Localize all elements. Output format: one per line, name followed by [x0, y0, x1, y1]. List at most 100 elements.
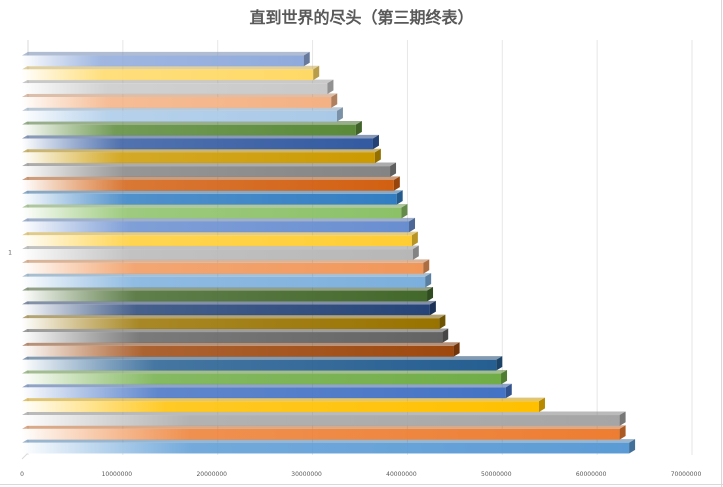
bar-top-face: [22, 300, 436, 305]
bar-top-face: [22, 79, 334, 84]
bar-side-face: [423, 259, 430, 274]
bar-side-face: [442, 328, 449, 343]
bar-top-face: [22, 314, 446, 319]
bar: [22, 235, 412, 247]
bar: [22, 290, 428, 302]
bar-side-face: [453, 342, 460, 357]
bar-side-face: [401, 204, 408, 219]
bar: [22, 179, 394, 191]
bar-top-face: [22, 134, 379, 139]
bar-side-face: [439, 314, 446, 330]
bar-side-face: [538, 397, 545, 412]
bar-top-face: [22, 65, 320, 70]
bar-side-face: [629, 439, 636, 454]
axis-labels: 0 10000000 20000000 30000000 40000000 5000000…: [8, 250, 701, 479]
bar: [22, 166, 391, 177]
bar-top-face: [22, 148, 381, 153]
bar-side-face: [331, 93, 338, 108]
bar-top-face: [22, 369, 508, 374]
sheet-border-right: [721, 0, 722, 487]
bar-top-face: [22, 121, 362, 125]
bar-side-face: [412, 245, 419, 260]
bar-top-face: [22, 439, 636, 443]
bar-top-face: [22, 397, 545, 402]
bar-top-face: [22, 245, 419, 250]
bar-side-face: [355, 121, 362, 136]
bar-top-face: [22, 342, 460, 346]
bar-side-face: [619, 425, 626, 440]
bar-side-face: [429, 300, 436, 316]
bar-side-face: [496, 356, 503, 371]
x-tick-label: 60000000: [576, 471, 607, 478]
bar-top-face: [22, 204, 408, 208]
bar-side-face: [327, 79, 334, 94]
bar-top-face: [22, 217, 416, 222]
bar-top-face: [22, 93, 338, 98]
bar: [22, 97, 332, 108]
x-tick-label: 20000000: [196, 471, 227, 478]
bar: [22, 110, 337, 122]
bar-top-face: [22, 383, 512, 388]
bar: [22, 304, 430, 316]
bar-side-face: [396, 190, 403, 205]
bar: [22, 262, 424, 274]
x-tick-label: 10000000: [102, 471, 133, 478]
bar: [22, 318, 440, 330]
bar: [22, 415, 620, 426]
bar-side-face: [505, 383, 512, 399]
bar: [22, 345, 454, 357]
bar-top-face: [22, 176, 400, 180]
bar-side-face: [619, 411, 626, 426]
bar-top-face: [22, 259, 430, 263]
bar-side-face: [393, 176, 400, 191]
bar-top-face: [22, 356, 503, 360]
bar-top-face: [22, 190, 403, 194]
bar-side-face: [390, 162, 397, 177]
bar-side-face: [501, 369, 508, 385]
bar: [22, 138, 373, 150]
axis-floor: [21, 452, 29, 460]
bar: [22, 69, 314, 81]
bar-top-face: [22, 411, 626, 416]
bar-group: [22, 51, 636, 454]
bar-side-face: [409, 217, 416, 233]
chart-title: 直到世界的尽头（第三期终表）: [249, 8, 474, 27]
x-tick-label: 50000000: [481, 471, 512, 478]
bar-side-face: [425, 273, 432, 288]
bar-top-face: [22, 162, 397, 167]
bar-top-face: [22, 107, 343, 111]
bar-side-face: [336, 107, 343, 122]
x-tick-label: 0: [20, 471, 24, 478]
bar: [22, 359, 497, 371]
bar-side-face: [372, 134, 379, 150]
bar-top-face: [22, 425, 626, 429]
bar-side-face: [303, 51, 310, 67]
bar: [22, 442, 630, 454]
bar-side-face: [313, 65, 320, 81]
bar: [22, 276, 426, 288]
x-tick-label: 30000000: [291, 471, 322, 478]
bar-side-face: [427, 286, 434, 302]
category-label: 1: [8, 250, 12, 257]
bar: [22, 55, 304, 67]
bar-top-face: [22, 286, 434, 291]
bar: [22, 152, 375, 164]
bar: [22, 387, 506, 399]
bar: [22, 401, 539, 412]
bar: [22, 249, 413, 260]
bar: [22, 83, 328, 94]
bar: [22, 428, 620, 440]
bar: [22, 207, 402, 219]
bar: [22, 124, 356, 136]
x-tick-label: 40000000: [386, 471, 417, 478]
bar: [22, 193, 397, 205]
bar: [22, 373, 502, 385]
bar-top-face: [22, 231, 418, 236]
bar: [22, 332, 443, 343]
bar-top-face: [22, 273, 432, 277]
bar-top-face: [22, 51, 310, 56]
bar-side-face: [411, 231, 418, 247]
bar-side-face: [374, 148, 381, 164]
x-tick-label: 70000000: [671, 471, 702, 478]
